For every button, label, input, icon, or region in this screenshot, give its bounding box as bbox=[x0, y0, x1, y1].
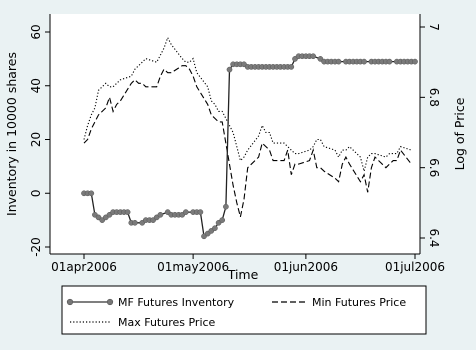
legend-label-min-price: Min Futures Price bbox=[312, 296, 406, 309]
inventory-point bbox=[219, 217, 226, 223]
inventory-point bbox=[124, 209, 131, 215]
y-left-axis-label: Inventory in 10000 shares bbox=[4, 52, 19, 216]
inventory-point bbox=[288, 64, 295, 70]
inventory-point bbox=[412, 58, 418, 65]
y-left-tick-label: 40 bbox=[29, 78, 43, 93]
y-left-tick-label: 0 bbox=[29, 189, 43, 197]
inventory-point bbox=[226, 66, 233, 73]
legend-label-max-price: Max Futures Price bbox=[118, 316, 216, 329]
legend: MF Futures Inventory Min Futures Price M… bbox=[61, 285, 427, 335]
inventory-point bbox=[88, 190, 95, 197]
legend-key-inventory-marker-1 bbox=[66, 298, 74, 306]
inventory-point bbox=[212, 225, 218, 232]
ticks-layer: 01apr2006 01may2006 01jun2006 01jul2006 -20 0… bbox=[29, 23, 445, 274]
x-tick-label: 01may2006 bbox=[157, 260, 229, 274]
inventory-point bbox=[157, 211, 164, 218]
x-tick-label: 01jun2006 bbox=[274, 260, 338, 274]
y-right-tick-label: 7 bbox=[427, 23, 441, 31]
inventory-point bbox=[223, 203, 229, 210]
inventory-point bbox=[310, 53, 317, 60]
series-layer bbox=[81, 36, 418, 240]
y-right-axis-label: Log of Price bbox=[452, 97, 467, 170]
inventory-point bbox=[182, 209, 189, 215]
legend-label-inventory: MF Futures Inventory bbox=[118, 296, 235, 309]
y-left-tick-label: 60 bbox=[29, 24, 43, 39]
y-right-tick-label: 6.4 bbox=[427, 228, 441, 247]
inventory-point bbox=[361, 58, 367, 65]
inventory-point bbox=[132, 219, 138, 226]
inventory-point bbox=[335, 58, 342, 65]
inventory-point bbox=[197, 209, 204, 215]
y-right-tick-label: 6.8 bbox=[427, 88, 441, 107]
legend-box bbox=[61, 285, 427, 335]
legend-key-inventory-marker-2 bbox=[106, 298, 114, 306]
x-axis-label: Time bbox=[227, 267, 259, 282]
y-left-tick-label: -20 bbox=[29, 237, 43, 257]
series-line-min-futures-price bbox=[83, 65, 412, 218]
y-right-tick-label: 6.6 bbox=[427, 158, 441, 177]
y-left-tick-label: 20 bbox=[29, 132, 43, 147]
x-tick-label: 01jul2006 bbox=[385, 260, 445, 274]
inventory-point bbox=[386, 58, 393, 65]
x-tick-label: 01apr2006 bbox=[51, 260, 117, 274]
